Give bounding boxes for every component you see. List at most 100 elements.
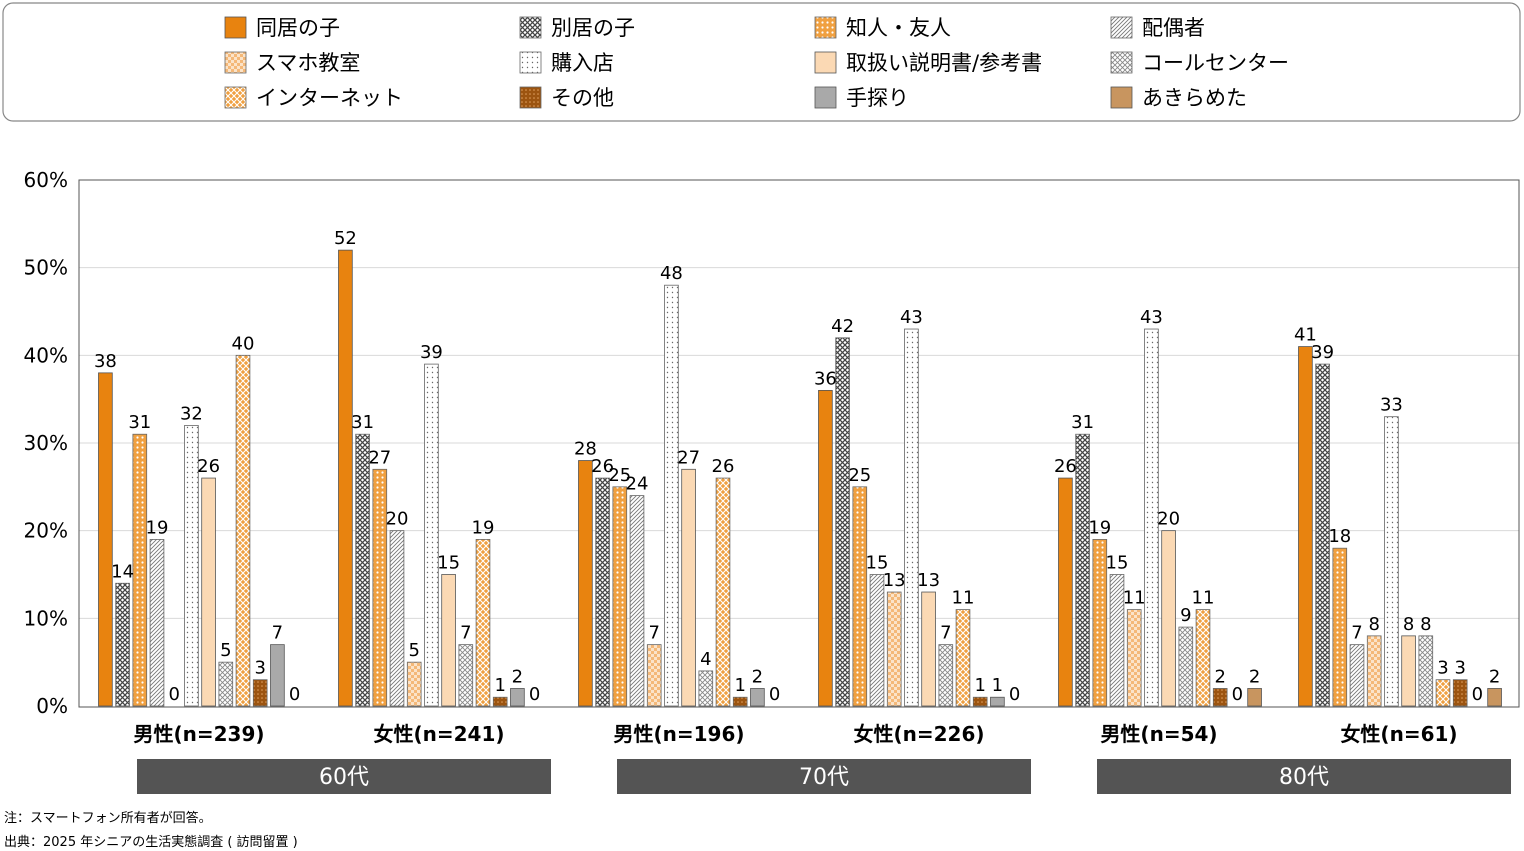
value-label: 27 [677,447,700,468]
value-label: 32 [180,403,203,424]
value-label: 18 [1328,526,1351,547]
bar-購入店 [424,363,439,707]
bar-購入店 [904,328,919,707]
bar-スマホ教室 [1126,609,1142,707]
y-tick-label: 0% [36,694,68,718]
bar-取扱い説明書/参考書 [201,477,216,707]
legend-swatch [519,16,542,39]
bar-知人・友人 [1332,547,1348,707]
value-label: 40 [232,333,255,354]
bar-その他 [732,696,748,707]
value-label: 8 [1403,614,1414,635]
value-label: 26 [712,456,735,477]
value-label: 43 [1140,307,1163,328]
bar-同居の子 [98,372,113,707]
plot-frame [78,179,1520,708]
legend-label: 別居の子 [551,16,635,40]
x-axis-ticks: 男性(n=239) 女性(n=241) 男性(n=196) 女性(n=226) 男性(n… [133,722,1457,746]
y-tick-label: 50% [24,256,68,280]
value-label: 7 [272,623,283,644]
value-label: 20 [1157,509,1180,530]
bar-スマホ教室 [886,591,902,707]
legend-label: 知人・友人 [846,16,951,40]
value-label: 11 [952,588,975,609]
value-label: 13 [917,570,940,591]
value-label: 7 [1351,623,1362,644]
legend-swatch [224,51,247,74]
bar-同居の子 [1058,477,1073,707]
value-label: 0 [1009,684,1020,705]
value-label: 48 [660,263,683,284]
value-label: 0 [1472,684,1483,705]
bar-配偶者 [389,530,405,707]
legend-label: その他 [551,86,614,110]
age-group-band [1097,759,1511,794]
legend-label: スマホ教室 [256,51,360,75]
value-label: 52 [334,228,357,249]
y-axis-ticks: 0% 10% 20% 30% 40% 50% 60% [24,168,68,718]
bar-同居の子 [578,460,593,707]
bar-配偶者 [869,574,885,707]
bar-コールセンター [698,670,714,707]
bar-インターネット [475,539,491,707]
bar-別居の子 [835,337,850,707]
age-group-band [617,759,1031,794]
bar-インターネット [715,477,731,707]
value-label: 19 [146,517,169,538]
bar-別居の子 [115,582,130,707]
bar-同居の子 [338,249,353,707]
bar-購入店 [184,425,199,707]
y-tick-label: 30% [24,431,68,455]
bar-その他 [972,696,988,707]
value-label: 1 [494,675,505,696]
bar-購入店 [1144,328,1159,707]
bar-別居の子 [595,477,610,707]
bar-スマホ教室 [1366,635,1382,707]
value-label: 15 [1106,553,1129,574]
value-label: 2 [1249,666,1260,687]
bar-インターネット [235,354,251,707]
legend-label: インターネット [256,86,403,110]
legend-swatch [814,51,837,74]
bar-その他 [252,679,268,707]
value-label: 0 [769,684,780,705]
x-tick-label: 女性(n=241) [373,722,504,746]
value-label: 39 [1311,342,1334,363]
value-label: 36 [814,368,837,389]
value-label: 3 [1454,658,1465,679]
value-label: 8 [1420,614,1431,635]
bar-同居の子 [818,389,833,707]
x-tick-label: 女性(n=61) [1340,722,1457,746]
value-label: 28 [574,439,597,460]
bar-配偶者 [629,495,645,707]
value-label: 1 [734,675,745,696]
value-label: 9 [1180,605,1191,626]
x-tick-label: 女性(n=226) [853,722,984,746]
age-group-label: 60代 [319,765,369,790]
value-label: 19 [1088,517,1111,538]
value-label: 42 [831,316,854,337]
bar-インターネット [1195,609,1211,707]
bar-取扱い説明書/参考書 [1161,530,1176,707]
value-label: 11 [1192,588,1215,609]
legend-swatch [1110,16,1133,39]
bar-コールセンター [938,644,954,707]
value-label: 0 [529,684,540,705]
y-tick-label: 10% [24,606,68,630]
bar-知人・友人 [132,433,148,707]
bar-スマホ教室 [646,644,662,707]
value-label: 20 [386,509,409,530]
bar-コールセンター [1178,626,1194,707]
value-label: 0 [1232,684,1243,705]
value-label: 7 [460,623,471,644]
bar-コールセンター [458,644,474,707]
legend-swatch [1110,51,1133,74]
bar-あきらめた [1247,688,1262,707]
value-label: 25 [608,465,631,486]
value-label: 0 [289,684,300,705]
value-label: 4 [700,649,711,670]
